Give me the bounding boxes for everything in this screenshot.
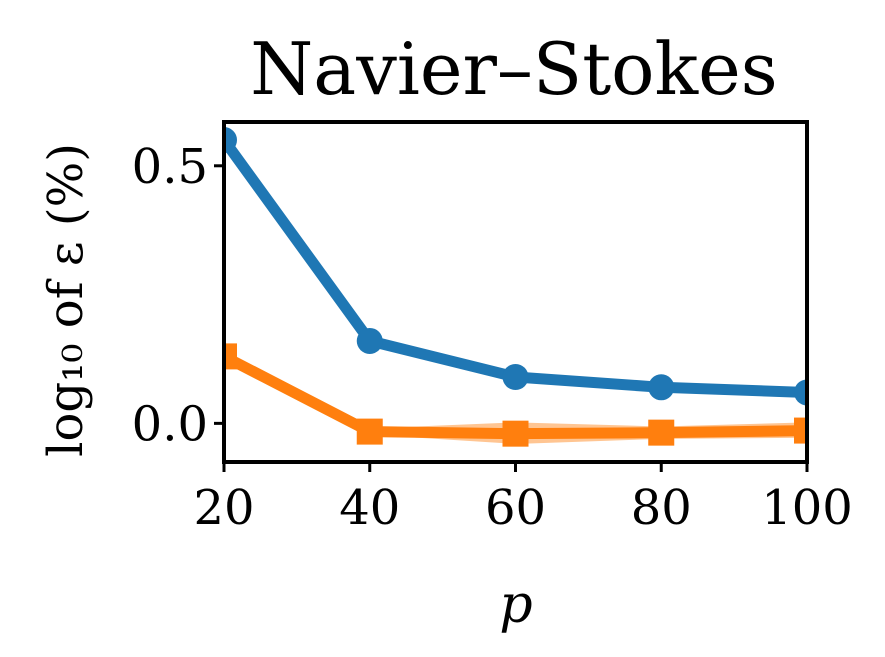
series-0-point [224,127,237,154]
x-tick-label: 80 [631,480,692,536]
y-tick-label: 0.0 [132,396,208,452]
series-0-point [356,327,383,354]
y-axis-label: log₁₀ of ε (%) [38,143,94,457]
chart-title: Navier–Stokes [250,27,777,111]
x-tick-label: 20 [193,480,254,536]
series-1-point [224,343,237,370]
plot-area [224,127,807,447]
series-1-point [648,419,675,446]
series-1-point [502,420,529,447]
x-tick-label: 40 [339,480,400,536]
series-1-point [794,417,807,444]
series-0-point [648,374,675,401]
plot-frame [222,120,809,464]
series-1-point [356,418,383,445]
x-tick-label: 100 [761,480,853,536]
y-tick-label: 0.5 [132,139,208,195]
x-tick-label: 60 [485,480,546,536]
x-axis-label: p [499,575,532,635]
series-0-point [502,364,529,390]
series-0-line [224,134,807,398]
axes: 20 40 60 80 100 0.0 0.5 [132,120,853,536]
plot-clip-group [224,127,807,447]
series-0-point [794,379,807,406]
